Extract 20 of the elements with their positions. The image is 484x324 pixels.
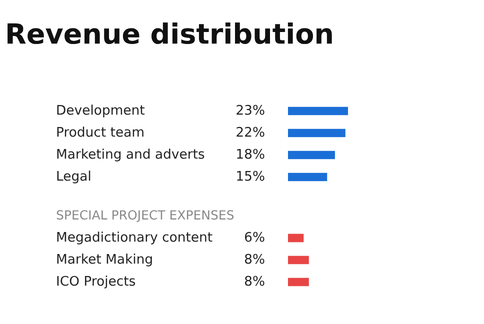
y-tick-label: Legal <box>57 170 90 184</box>
data-label: 15% <box>237 170 264 181</box>
data-label: 18% <box>237 148 264 159</box>
y-tick-label: Marketing and adverts <box>57 148 204 162</box>
bar <box>288 128 346 138</box>
text: SPECIAL PROJECT EXPENSES <box>56 210 234 222</box>
bar <box>288 172 328 182</box>
y-tick-label: ICO Projects <box>57 276 136 288</box>
data-label: 22% <box>236 126 264 137</box>
bar <box>288 106 348 116</box>
data-label: 8% <box>244 254 264 264</box>
y-tick-label: Product team <box>57 126 144 137</box>
data-label: 8% <box>244 276 264 286</box>
y-tick-label: Megadictionary content <box>57 232 212 244</box>
y-tick-label: Market Making <box>57 254 152 266</box>
bar <box>288 150 335 160</box>
data-label: 6% <box>244 232 264 242</box>
data-label: 23% <box>236 104 264 115</box>
y-tick-label: Development <box>57 104 145 118</box>
chart-title: Revenue distribution <box>8 22 332 44</box>
